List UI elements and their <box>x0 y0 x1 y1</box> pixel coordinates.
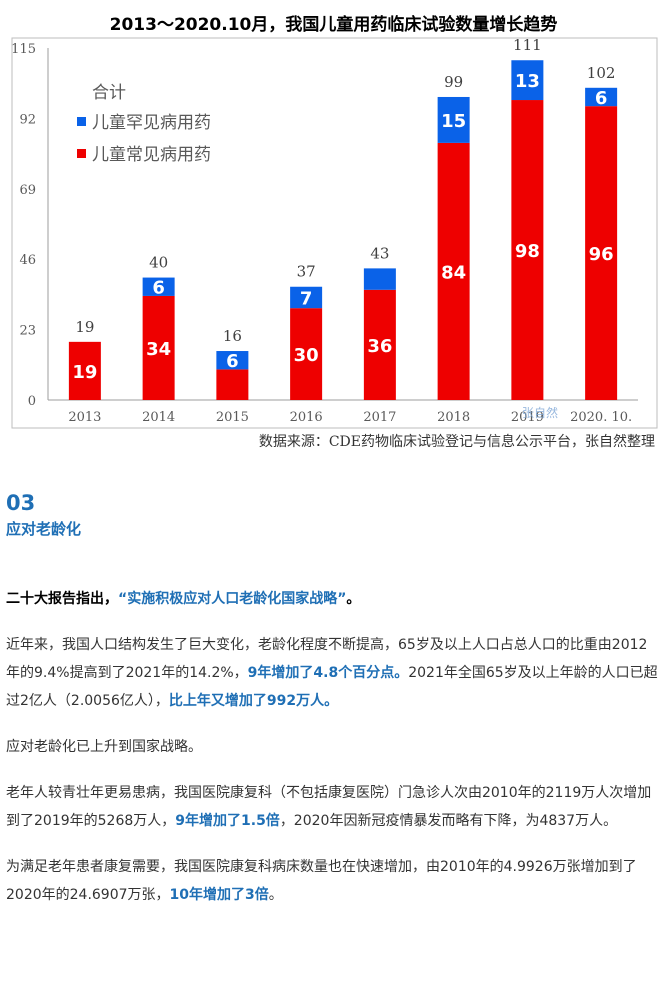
beds-highlight: 10年增加了3倍 <box>169 887 269 903</box>
bar-common-label-7: 96 <box>589 244 614 265</box>
x-tick-label-4: 2017 <box>363 410 396 425</box>
total-label-4: 43 <box>370 244 389 262</box>
total-label-1: 40 <box>149 254 168 272</box>
article-section: 03 应对老龄化 二十大报告指出，“实施积极应对人口老龄化国家战略”。 近年来，… <box>6 490 661 909</box>
report-quote: “实施积极应对人口老龄化国家战略” <box>118 591 347 607</box>
bar-rare-label-1: 6 <box>152 278 165 299</box>
bar-common-7 <box>585 106 618 400</box>
bar-common-5 <box>437 142 470 400</box>
x-tick-label-6: 2019 <box>511 410 544 425</box>
total-label-0: 19 <box>75 318 94 336</box>
bar-common-label-6: 98 <box>515 241 540 262</box>
bar-common-label-1: 34 <box>146 339 171 360</box>
legend-label-rare: 儿童罕见病用药 <box>92 113 211 133</box>
bar-rare-label-5: 15 <box>441 111 466 132</box>
population-highlight-1: 9年增加了4.8个百分点。 <box>247 665 409 681</box>
bar-rare-2 <box>216 351 249 370</box>
chart-border <box>11 37 658 429</box>
bar-rare-7 <box>585 87 618 107</box>
y-tick-label-2: 46 <box>19 253 36 268</box>
bar-common-4 <box>363 289 396 400</box>
bar-rare-3 <box>290 286 323 309</box>
beds-text-1: 为满足老年患者康复需要，我国医院康复科病床数量也在快速增加，由2010年的4.9… <box>6 859 637 903</box>
x-tick-label-0: 2013 <box>68 410 101 425</box>
x-tick-label-2: 2015 <box>216 410 249 425</box>
stacked-bar-chart: 0 23 46 69 92 115 2013 19 19 2014 6 34 40 2015 6 16 2016… <box>11 36 658 429</box>
total-label-2: 16 <box>223 327 242 345</box>
bar-rare-label-6: 13 <box>515 71 540 92</box>
paragraph-report: 二十大报告指出，“实施积极应对人口老龄化国家战略”。 <box>6 585 661 613</box>
total-label-3: 37 <box>297 263 316 281</box>
bar-rare-1 <box>142 277 175 296</box>
bar-common-label-4: 36 <box>367 336 392 357</box>
y-tick-label-5: 115 <box>11 42 36 57</box>
legend-label-common: 儿童常见病用药 <box>92 145 211 165</box>
section-title: 应对老龄化 <box>6 520 82 538</box>
bar-common-6 <box>511 100 544 400</box>
bar-common-0 <box>68 341 101 400</box>
beds-text-2: 。 <box>268 887 283 903</box>
watermark: 张自然 <box>522 405 558 420</box>
paragraph-outpatient: 老年人较青壮年更易患病，我国医院康复科（不包括康复医院）门急诊人次由2010年的… <box>6 779 661 835</box>
bar-rare-6 <box>511 60 544 101</box>
outpatient-text-2: ，2020年因新冠疫情暴发而略有下降，为4837万人。 <box>279 813 618 829</box>
bar-common-2 <box>216 369 249 400</box>
x-tick-label-1: 2014 <box>142 410 175 425</box>
population-text-2: 2021年全国65岁及以上年龄的人口已超过2亿人（2.0056亿人）， <box>6 665 658 709</box>
report-end: 。 <box>346 591 361 607</box>
chart-title: 2013～2020.10月，我国儿童用药临床试验数量增长趋势 <box>109 15 558 35</box>
total-label-6: 111 <box>513 36 542 54</box>
outpatient-highlight: 9年增加了1.5倍 <box>175 813 280 829</box>
paragraph-beds: 为满足老年患者康复需要，我国医院康复科病床数量也在快速增加，由2010年的4.9… <box>6 853 661 909</box>
paragraph-strategy: 应对老龄化已上升到国家战略。 <box>6 739 202 755</box>
legend-swatch-common <box>77 149 86 158</box>
bar-rare-label-7: 6 <box>595 88 608 109</box>
report-lead: 二十大报告指出， <box>6 591 118 607</box>
legend-swatch-rare <box>77 117 86 126</box>
population-text-1: 近年来，我国人口结构发生了巨大变化，老龄化程度不断提高，65岁及以上人口占总人口… <box>6 637 648 681</box>
y-tick-label-1: 23 <box>19 324 36 339</box>
paragraph-population: 近年来，我国人口结构发生了巨大变化，老龄化程度不断提高，65岁及以上人口占总人口… <box>6 631 661 715</box>
bar-rare-label-3: 7 <box>300 288 313 309</box>
x-tick-label-5: 2018 <box>437 410 470 425</box>
bar-rare-label-2: 6 <box>226 351 239 372</box>
chart-source: 数据来源：CDE药物临床试验登记与信息公示平台，张自然整理 <box>258 434 655 450</box>
bar-common-label-0: 19 <box>72 362 97 383</box>
bar-rare-4 <box>363 268 396 290</box>
legend-total-label: 合计 <box>92 83 126 103</box>
outpatient-text-1: 老年人较青壮年更易患病，我国医院康复科（不包括康复医院）门急诊人次由2010年的… <box>6 785 652 829</box>
chart-figure: 2013～2020.10月，我国儿童用药临床试验数量增长趋势 0 23 46 69 92… <box>0 0 667 460</box>
bar-common-3 <box>290 308 323 400</box>
bar-common-label-3: 30 <box>294 345 319 366</box>
y-tick-label-0: 0 <box>28 394 36 409</box>
bar-common-label-5: 84 <box>441 262 466 283</box>
bar-common-1 <box>142 295 175 400</box>
population-highlight-2: 比上年又增加了992万人。 <box>168 693 339 709</box>
total-label-7: 102 <box>587 64 616 82</box>
section-number: 03 <box>6 491 36 515</box>
x-tick-label-7: 2020. 10. <box>570 410 632 425</box>
y-tick-label-3: 69 <box>19 183 36 198</box>
y-tick-label-4: 92 <box>19 112 36 127</box>
x-tick-label-3: 2016 <box>290 410 323 425</box>
bar-rare-5 <box>437 96 470 143</box>
total-label-5: 99 <box>444 73 463 91</box>
